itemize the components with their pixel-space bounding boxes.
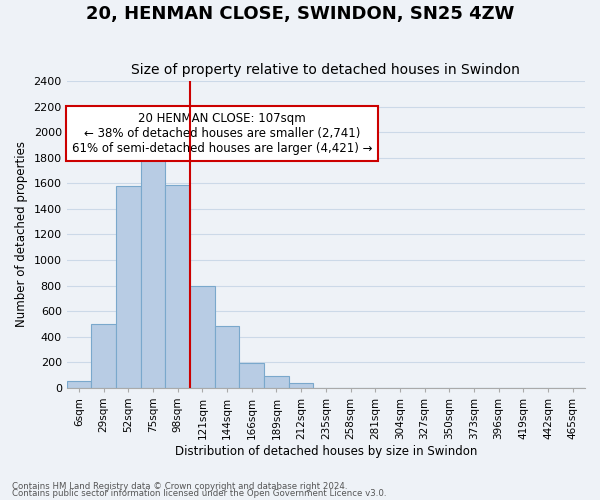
Bar xyxy=(264,376,289,388)
Title: Size of property relative to detached houses in Swindon: Size of property relative to detached ho… xyxy=(131,63,520,77)
Bar xyxy=(67,381,91,388)
Bar xyxy=(239,364,264,388)
Bar xyxy=(289,384,313,388)
Bar xyxy=(190,286,215,388)
Text: Contains public sector information licensed under the Open Government Licence v3: Contains public sector information licen… xyxy=(12,489,386,498)
Bar xyxy=(166,184,190,388)
Y-axis label: Number of detached properties: Number of detached properties xyxy=(15,142,28,328)
Bar xyxy=(116,186,141,388)
Text: 20, HENMAN CLOSE, SWINDON, SN25 4ZW: 20, HENMAN CLOSE, SWINDON, SN25 4ZW xyxy=(86,5,514,23)
Bar xyxy=(91,324,116,388)
Text: 20 HENMAN CLOSE: 107sqm
← 38% of detached houses are smaller (2,741)
61% of semi: 20 HENMAN CLOSE: 107sqm ← 38% of detache… xyxy=(72,112,373,154)
Bar xyxy=(215,326,239,388)
X-axis label: Distribution of detached houses by size in Swindon: Distribution of detached houses by size … xyxy=(175,444,477,458)
Text: Contains HM Land Registry data © Crown copyright and database right 2024.: Contains HM Land Registry data © Crown c… xyxy=(12,482,347,491)
Bar xyxy=(141,137,166,388)
